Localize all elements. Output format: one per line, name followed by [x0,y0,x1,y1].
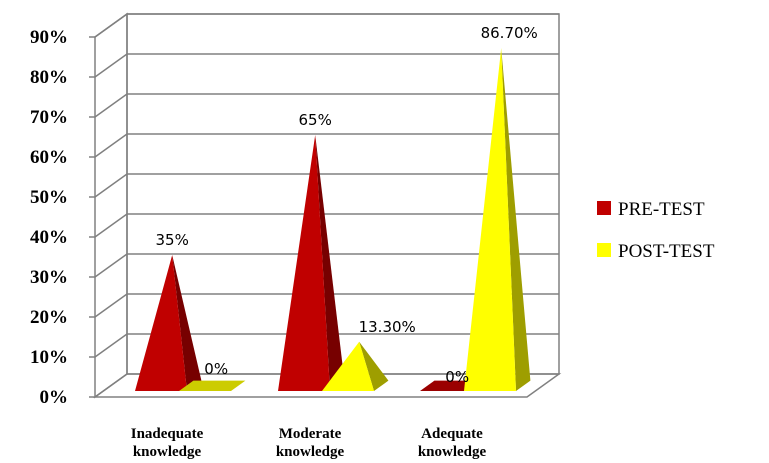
y-tick-label: 70% [30,107,68,128]
y-tick-label: 0% [40,387,69,408]
y-tick-label: 40% [30,227,68,248]
gridline [94,253,559,278]
data-label: 13.30% [359,318,416,336]
gridline [94,13,559,38]
y-tick-label: 20% [30,307,68,328]
gridline [94,333,559,358]
gridline [94,173,559,198]
left-wall [94,12,128,399]
bar-post-test-2 [464,48,531,392]
data-labels: 35% 0% 65% 13.30% 0% 86.70% [156,24,538,386]
bar-pre-test-1 [278,134,345,391]
x-category-label: Inadequate knowledge [131,426,204,460]
y-tick-label: 30% [30,267,68,288]
y-tick-label: 90% [30,27,68,48]
y-tick-label: 60% [30,147,68,168]
pyramid-front-face [135,254,187,391]
pyramid-front-face [322,341,374,391]
x-axis-category-labels: Inadequate knowledge Moderate knowledge Adeq… [131,426,487,460]
pyramid-front-face [278,134,330,391]
bar-pre-test-0 [135,254,202,391]
y-tick-label: 50% [30,187,68,208]
legend-swatch [597,243,611,257]
pyramid-side-face [501,48,531,392]
pyramid-side-face [315,134,345,391]
pyramid-side-face [172,254,202,391]
gridline [94,213,559,238]
x-category-label: Adequate knowledge [418,426,487,460]
gridline [94,133,559,158]
y-tick-label: 80% [30,67,68,88]
chart-bars [135,48,531,392]
data-label: 65% [299,111,332,129]
data-label: 0% [204,360,228,378]
x-category-label: Moderate knowledge [276,426,345,460]
gridline [94,53,559,78]
data-label: 0% [445,368,469,386]
gridline [94,293,559,318]
legend-swatch [597,201,611,215]
bar-post-test-1 [322,341,389,391]
y-tick-label: 10% [30,347,68,368]
gridline [94,93,559,118]
data-label: 35% [156,231,189,249]
bar-post-test-0 [179,380,246,391]
floor [92,373,562,398]
legend-label: POST-TEST [618,241,715,262]
chart-legend: PRE-TEST POST-TEST [597,199,715,262]
data-label: 86.70% [481,24,538,42]
legend-label: PRE-TEST [618,199,705,220]
y-axis-tick-labels: 0% 10% 20% 30% 40% 50% 60% 70% 80% 90% [30,27,68,408]
pyramid-side-face [359,341,389,391]
pyramid-front-face [464,48,516,392]
flat-bar [179,380,246,391]
